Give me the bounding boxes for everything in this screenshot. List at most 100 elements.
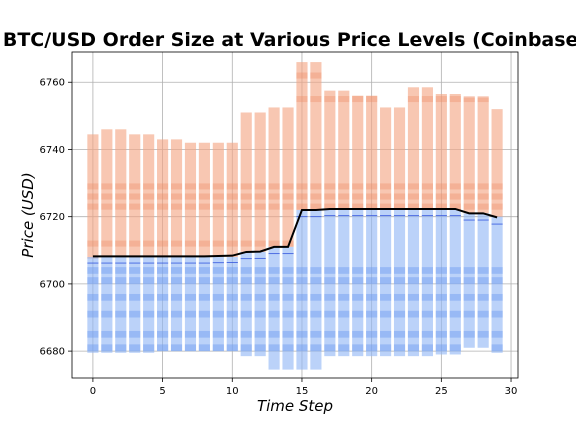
bid-level-band (491, 310, 503, 318)
tick-layer: 0 5 10 15 20 25 30 6680 6700 6720 6740 6760 (40, 78, 518, 397)
ask-level-band (282, 183, 294, 190)
bid-level-band (449, 267, 461, 274)
x-tick-label: 30 (505, 386, 518, 397)
ask-level-band (463, 183, 475, 190)
ask-bar (143, 134, 155, 258)
ask-level-band (296, 96, 308, 103)
bid-level-band (393, 344, 406, 352)
bid-level-band (338, 310, 350, 318)
bid-level-band (198, 277, 210, 284)
ask-level-band (407, 193, 420, 200)
bid-level-band (143, 330, 155, 338)
ask-level-band (282, 240, 294, 247)
bid-level-band (212, 277, 224, 284)
bid-level-band (449, 293, 461, 301)
ask-level-band (380, 183, 392, 190)
bid-level-band (338, 277, 350, 284)
ask-level-band (477, 193, 489, 200)
bid-level-band (407, 330, 420, 338)
ask-level-band (268, 203, 280, 210)
bid-level-band (226, 330, 238, 338)
ask-level-band (198, 193, 210, 200)
bid-level-band (240, 310, 252, 318)
bid-level-band (226, 310, 238, 318)
ask-level-band (157, 193, 169, 200)
bid-level-band (226, 277, 238, 284)
bid-level-band (463, 310, 475, 318)
bid-level-band (393, 293, 406, 301)
bid-level-band (449, 344, 461, 352)
ask-level-band (463, 193, 475, 200)
ask-level-band (491, 193, 503, 200)
bid-level-band (184, 293, 197, 301)
ask-level-band (268, 240, 280, 247)
ask-level-band (366, 183, 378, 190)
bid-bar (449, 209, 461, 355)
ask-level-band (338, 203, 350, 210)
bid-level-band (324, 344, 336, 352)
ask-bar (268, 107, 280, 247)
ask-level-band (407, 203, 420, 210)
bid-level-band (407, 277, 420, 284)
bid-level-band (296, 267, 308, 274)
x-tick-label: 15 (296, 386, 309, 397)
ask-bar (366, 95, 378, 210)
bid-level-band (170, 277, 183, 284)
bid-level-band (115, 344, 127, 352)
ask-level-band (170, 240, 183, 247)
bid-bar (352, 209, 364, 357)
ask-level-band (129, 193, 141, 200)
bid-level-band (170, 267, 183, 274)
bid-level-band (240, 344, 252, 352)
bid-bar (170, 257, 183, 352)
bid-level-band (87, 330, 99, 338)
ask-bar (380, 107, 392, 210)
bid-level-band (226, 344, 238, 352)
midprice-line (92, 207, 498, 258)
bid-level-band (491, 267, 503, 274)
bid-level-band (240, 277, 252, 284)
bid-level-band (310, 277, 322, 284)
ask-level-band (170, 183, 183, 190)
ask-level-band (421, 203, 433, 210)
ask-level-band (296, 72, 308, 79)
bid-level-band (449, 277, 461, 284)
bid-level-band (421, 330, 433, 338)
bid-level-band (393, 277, 406, 284)
y-tick-label: 6700 (40, 279, 65, 290)
ask-level-band (421, 193, 433, 200)
bid-level-band (212, 267, 224, 274)
ask-level-band (254, 193, 266, 200)
bid-level-band (101, 277, 113, 284)
bid-level-band (198, 310, 210, 318)
ask-bar (352, 95, 364, 210)
bid-level-band (129, 310, 141, 318)
bid-level-band (491, 293, 503, 301)
bid-bar (129, 257, 141, 353)
bid-level-band (129, 330, 141, 338)
x-tick-label: 25 (435, 386, 448, 397)
bid-bar (226, 257, 238, 352)
ask-bar (449, 94, 461, 210)
ask-level-band (324, 193, 336, 200)
ask-bar (157, 139, 169, 258)
ask-level-band (198, 203, 210, 210)
ask-level-band (449, 183, 461, 190)
bid-bar (324, 209, 336, 357)
bid-level-band (421, 310, 433, 318)
bid-level-band (170, 330, 183, 338)
x-tick-label: 0 (90, 386, 96, 397)
ask-level-band (338, 183, 350, 190)
bid-level-band (296, 310, 308, 318)
ask-level-band (184, 203, 197, 210)
ask-level-band (380, 203, 392, 210)
ask-level-band (310, 72, 322, 79)
bid-level-band (421, 344, 433, 352)
ask-level-band (226, 193, 238, 200)
ask-bar (115, 129, 127, 258)
bid-level-band (310, 267, 322, 274)
ask-level-band (324, 96, 336, 103)
bid-level-band (282, 330, 294, 338)
bid-level-band (491, 277, 503, 284)
bid-level-band (254, 293, 266, 301)
